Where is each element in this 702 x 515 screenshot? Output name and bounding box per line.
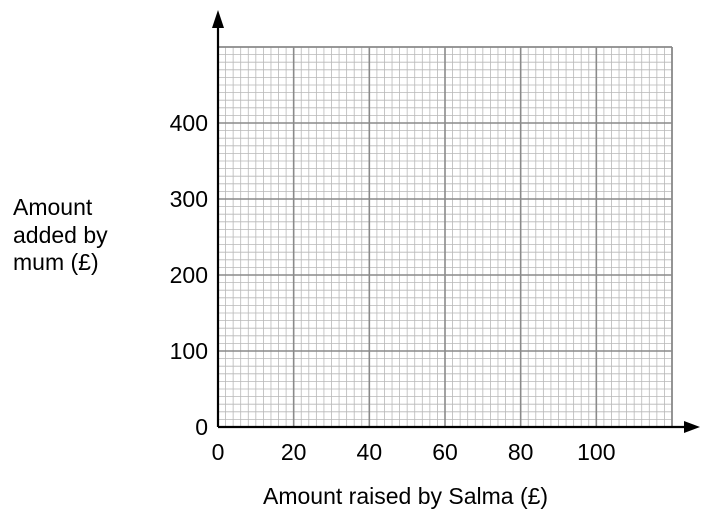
y-axis-arrow <box>212 10 224 28</box>
y-axis-label: Amount added by mum (£) <box>13 194 108 277</box>
x-tick-label: 100 <box>577 439 615 465</box>
y-axis-label-line-1: Amount <box>13 194 93 220</box>
x-axis-arrow <box>684 421 700 433</box>
x-tick-label: 40 <box>357 439 383 465</box>
axes <box>212 10 700 433</box>
y-tick-label: 100 <box>170 338 208 364</box>
x-tick-label: 80 <box>508 439 534 465</box>
x-axis-label: Amount raised by Salma (£) <box>263 483 549 509</box>
y-axis-label-line-3: mum (£) <box>13 249 99 276</box>
y-tick-labels: 0 100 200 300 400 <box>170 110 208 440</box>
y-axis-label-line-2: added by <box>13 221 108 248</box>
y-tick-label: 300 <box>170 186 208 212</box>
y-tick-label: 400 <box>170 110 208 136</box>
x-tick-labels: 0 20 40 60 80 100 <box>212 439 616 465</box>
y-tick-label: 0 <box>195 414 208 440</box>
x-tick-label: 60 <box>432 439 458 465</box>
y-tick-label: 200 <box>170 262 208 288</box>
x-tick-label: 0 <box>212 439 225 465</box>
x-tick-label: 20 <box>281 439 307 465</box>
